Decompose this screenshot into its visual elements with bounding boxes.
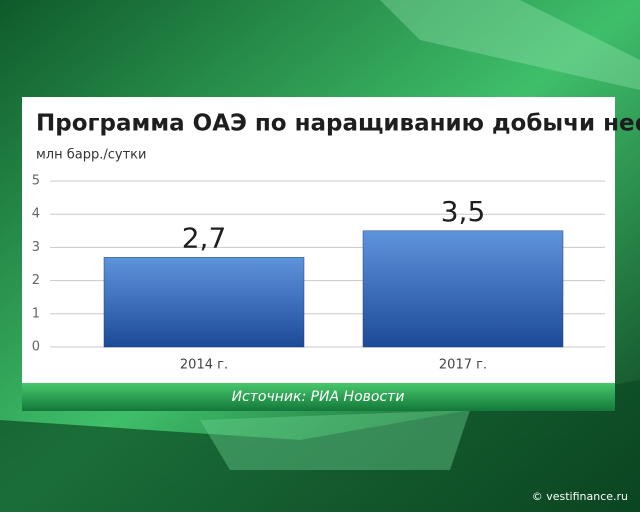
watermark: © vestifinance.ru	[532, 490, 628, 503]
value-label: 3,5	[441, 195, 486, 228]
y-tick-label: 5	[32, 174, 40, 189]
y-tick-label: 0	[32, 340, 40, 355]
bar	[103, 257, 305, 348]
decor	[0, 380, 640, 512]
y-tick-label: 4	[32, 207, 40, 222]
value-label: 2,7	[182, 221, 227, 254]
y-tick-label: 3	[32, 240, 40, 255]
y-tick-label: 2	[32, 273, 40, 288]
decor	[380, 0, 640, 90]
y-tick-label: 1	[32, 306, 40, 321]
bar	[362, 230, 564, 348]
subtitle: млн барр./сутки	[36, 148, 146, 163]
x-tick-label: 2017 г.	[439, 358, 487, 373]
source-strip	[22, 383, 615, 411]
source: Источник: РИА Новости	[232, 389, 405, 405]
x-tick-label: 2014 г.	[180, 358, 228, 373]
decor	[200, 410, 470, 470]
chart-title: Программа ОАЭ по наращиванию добычи нефт…	[36, 111, 640, 137]
